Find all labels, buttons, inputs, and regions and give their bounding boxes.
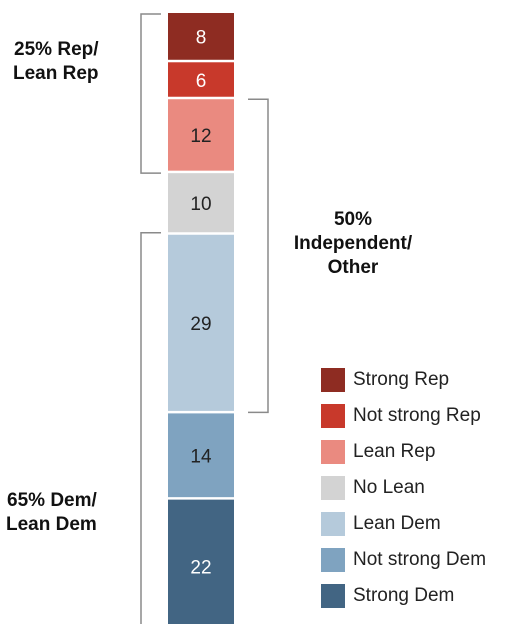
legend-label-strong-dem: Strong Dem bbox=[353, 585, 455, 606]
group-label-independent-line-3: Other bbox=[327, 257, 379, 278]
group-label-independent: 50% Independent/ Other bbox=[278, 208, 428, 280]
data-label-no-lean: 10 bbox=[190, 194, 211, 215]
bar-segment-lean-dem bbox=[168, 234, 234, 411]
legend-swatch-lean-rep bbox=[321, 440, 345, 464]
bar-segment-not-strong-rep bbox=[168, 62, 234, 97]
legend-item-not-strong-dem: Not strong Dem bbox=[321, 542, 486, 578]
legend-swatch-strong-dem bbox=[321, 584, 345, 608]
group-label-dem-line-2: Lean Dem bbox=[6, 514, 97, 535]
data-label-lean-rep: 12 bbox=[190, 126, 211, 147]
legend-swatch-strong-rep bbox=[321, 368, 345, 392]
legend-swatch-not-strong-dem bbox=[321, 548, 345, 572]
data-label-lean-dem: 29 bbox=[190, 314, 211, 335]
bar-segment-no-lean bbox=[168, 173, 234, 233]
legend-item-lean-dem: Lean Dem bbox=[321, 506, 486, 542]
bracket-independent bbox=[248, 98, 269, 414]
group-label-rep-line-1: 25% Rep/ bbox=[14, 39, 99, 60]
legend-label-not-strong-dem: Not strong Dem bbox=[353, 549, 487, 570]
bracket-dem bbox=[140, 232, 161, 624]
legend-item-strong-dem: Strong Dem bbox=[321, 578, 486, 614]
legend-swatch-not-strong-rep bbox=[321, 404, 345, 428]
legend-item-no-lean: No Lean bbox=[321, 470, 486, 506]
bar-segment-strong-dem bbox=[168, 499, 234, 624]
bar-segment-strong-rep bbox=[168, 13, 234, 60]
data-label-strong-rep: 8 bbox=[196, 28, 207, 49]
bar-segment-lean-rep bbox=[168, 99, 234, 171]
legend-item-lean-rep: Lean Rep bbox=[321, 434, 486, 470]
group-label-dem-line-1: 65% Dem/ bbox=[7, 490, 97, 511]
legend: Strong Rep Not strong Rep Lean Rep No Le… bbox=[321, 362, 486, 614]
bar-segment-not-strong-dem bbox=[168, 413, 234, 498]
group-label-dem: 65% Dem/ Lean Dem bbox=[6, 489, 97, 537]
legend-label-no-lean: No Lean bbox=[353, 477, 425, 498]
bracket-rep bbox=[140, 13, 161, 174]
legend-swatch-no-lean bbox=[321, 476, 345, 500]
group-label-rep: 25% Rep/ Lean Rep bbox=[13, 38, 99, 86]
data-label-not-strong-rep: 6 bbox=[196, 71, 207, 92]
data-label-not-strong-dem: 14 bbox=[190, 447, 212, 468]
legend-label-strong-rep: Strong Rep bbox=[353, 369, 450, 390]
data-label-strong-dem: 22 bbox=[190, 557, 211, 578]
legend-label-lean-dem: Lean Dem bbox=[353, 513, 441, 534]
legend-swatch-lean-dem bbox=[321, 512, 345, 536]
legend-item-not-strong-rep: Not strong Rep bbox=[321, 398, 486, 434]
legend-label-not-strong-rep: Not strong Rep bbox=[353, 405, 481, 426]
group-label-independent-line-2: Independent/ bbox=[293, 233, 413, 254]
legend-label-lean-rep: Lean Rep bbox=[353, 441, 436, 462]
group-label-rep-line-2: Lean Rep bbox=[13, 63, 99, 84]
legend-item-strong-rep: Strong Rep bbox=[321, 362, 486, 398]
group-label-independent-line-1: 50% bbox=[333, 209, 373, 230]
